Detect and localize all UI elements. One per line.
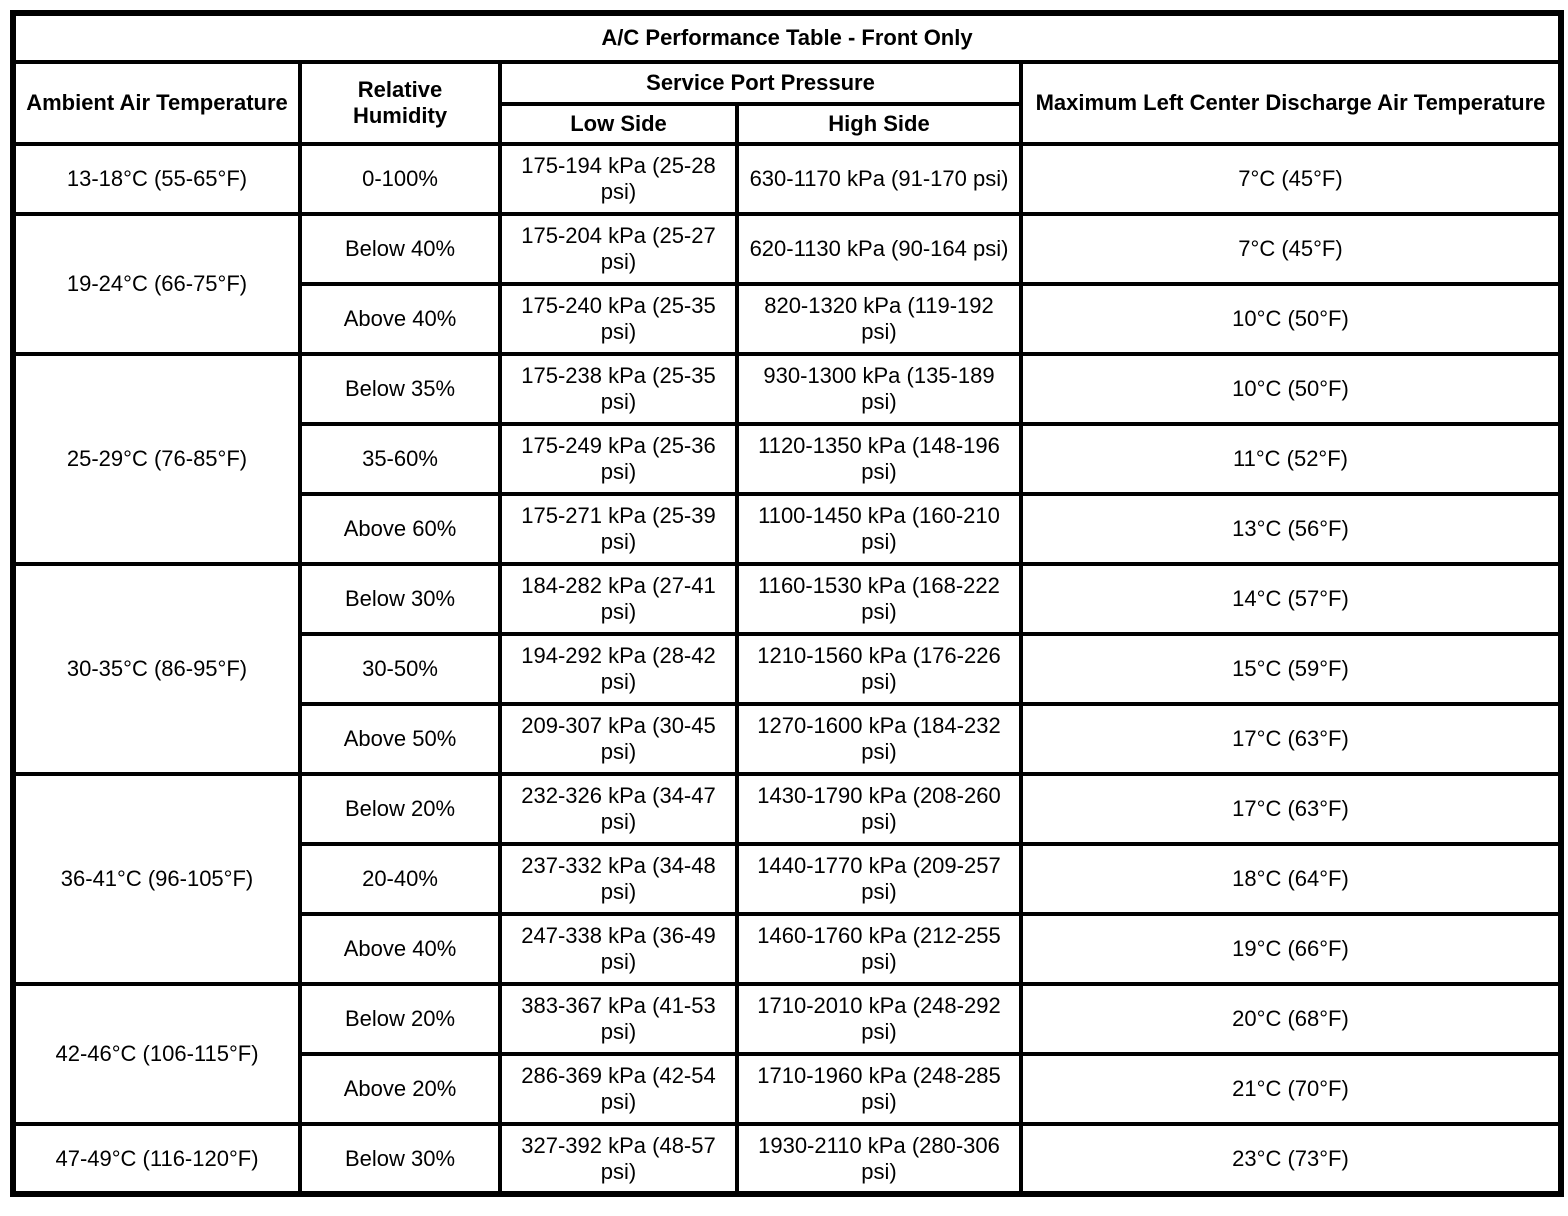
cell-discharge-temperature: 7°C (45°F) [1019, 142, 1563, 216]
cell-low-side-pressure: 383-367 kPa (41-53 psi) [498, 982, 739, 1056]
table-row: 30-50% 194-292 kPa (28-42 psi) 1210-1560… [13, 632, 1563, 706]
cell-relative-humidity: 20-40% [298, 842, 502, 916]
cell-low-side-pressure: 209-307 kPa (30-45 psi) [498, 702, 739, 776]
cell-high-side-pressure: 1430-1790 kPa (208-260 psi) [735, 772, 1023, 846]
header-low-side: Low Side [498, 102, 739, 146]
cell-discharge-temperature: 13°C (56°F) [1019, 492, 1563, 566]
header-max-discharge-temperature: Maximum Left Center Discharge Air Temper… [1019, 60, 1563, 146]
cell-relative-humidity: Below 20% [298, 772, 502, 846]
cell-high-side-pressure: 1460-1760 kPa (212-255 psi) [735, 912, 1023, 986]
table-row: 25-29°C (76-85°F) Below 35% 175-238 kPa … [11, 352, 1563, 566]
cell-low-side-pressure: 232-326 kPa (34-47 psi) [498, 772, 739, 846]
cell-low-side-pressure: 327-392 kPa (48-57 psi) [498, 1122, 739, 1196]
cell-ambient-temperature: 25-29°C (76-85°F) [11, 352, 302, 566]
cell-discharge-temperature: 14°C (57°F) [1019, 562, 1563, 636]
cell-discharge-temperature: 15°C (59°F) [1019, 632, 1563, 706]
cell-ambient-temperature: 13-18°C (55-65°F) [11, 142, 302, 216]
header-high-side: High Side [735, 102, 1023, 146]
cell-high-side-pressure: 620-1130 kPa (90-164 psi) [735, 212, 1023, 286]
cell-low-side-pressure: 175-249 kPa (25-36 psi) [498, 422, 739, 496]
cell-relative-humidity: Above 40% [298, 912, 502, 986]
table-row: Above 60% 175-271 kPa (25-39 psi) 1100-1… [13, 492, 1563, 566]
table-row: 20-40% 237-332 kPa (34-48 psi) 1440-1770… [13, 842, 1563, 916]
header-service-port-pressure: Service Port Pressure [498, 60, 1023, 106]
cell-ambient-temperature: 47-49°C (116-120°F) [11, 1122, 302, 1196]
cell-ambient-temperature: 19-24°C (66-75°F) [11, 212, 302, 356]
table-title-row: A/C Performance Table - Front Only [11, 11, 1563, 64]
table-row: 13-18°C (55-65°F) 0-100% 175-194 kPa (25… [11, 142, 1563, 216]
header-relative-humidity: Relative Humidity [298, 60, 502, 146]
cell-discharge-temperature: 21°C (70°F) [1019, 1052, 1563, 1126]
cell-relative-humidity: Above 20% [298, 1052, 502, 1126]
table-title: A/C Performance Table - Front Only [11, 11, 1563, 64]
cell-high-side-pressure: 1120-1350 kPa (148-196 psi) [735, 422, 1023, 496]
ac-performance-table: A/C Performance Table - Front Only Ambie… [10, 10, 1564, 1197]
cell-high-side-pressure: 1270-1600 kPa (184-232 psi) [735, 702, 1023, 776]
cell-low-side-pressure: 194-292 kPa (28-42 psi) [498, 632, 739, 706]
cell-high-side-pressure: 1930-2110 kPa (280-306 psi) [735, 1122, 1023, 1196]
cell-discharge-temperature: 18°C (64°F) [1019, 842, 1563, 916]
table-row: 30-35°C (86-95°F) Below 30% 184-282 kPa … [11, 562, 1563, 776]
cell-high-side-pressure: 1440-1770 kPa (209-257 psi) [735, 842, 1023, 916]
cell-relative-humidity: Below 40% [298, 212, 502, 286]
cell-discharge-temperature: 17°C (63°F) [1019, 702, 1563, 776]
cell-relative-humidity: Below 35% [298, 352, 502, 426]
cell-discharge-temperature: 20°C (68°F) [1019, 982, 1563, 1056]
cell-high-side-pressure: 1210-1560 kPa (176-226 psi) [735, 632, 1023, 706]
table-row: Above 20% 286-369 kPa (42-54 psi) 1710-1… [13, 1052, 1563, 1126]
cell-low-side-pressure: 184-282 kPa (27-41 psi) [498, 562, 739, 636]
cell-low-side-pressure: 175-238 kPa (25-35 psi) [498, 352, 739, 426]
cell-discharge-temperature: 7°C (45°F) [1019, 212, 1563, 286]
cell-high-side-pressure: 1710-1960 kPa (248-285 psi) [735, 1052, 1023, 1126]
cell-high-side-pressure: 1710-2010 kPa (248-292 psi) [735, 982, 1023, 1056]
table-row: 35-60% 175-249 kPa (25-36 psi) 1120-1350… [13, 422, 1563, 496]
cell-ambient-temperature: 36-41°C (96-105°F) [11, 772, 302, 986]
table-row: 19-24°C (66-75°F) Below 40% 175-204 kPa … [11, 212, 1563, 356]
cell-discharge-temperature: 19°C (66°F) [1019, 912, 1563, 986]
cell-high-side-pressure: 1160-1530 kPa (168-222 psi) [735, 562, 1023, 636]
cell-low-side-pressure: 247-338 kPa (36-49 psi) [498, 912, 739, 986]
cell-discharge-temperature: 23°C (73°F) [1019, 1122, 1563, 1196]
cell-low-side-pressure: 175-204 kPa (25-27 psi) [498, 212, 739, 286]
cell-relative-humidity: 0-100% [298, 142, 502, 216]
cell-discharge-temperature: 10°C (50°F) [1019, 352, 1563, 426]
cell-high-side-pressure: 1100-1450 kPa (160-210 psi) [735, 492, 1023, 566]
cell-relative-humidity: Above 60% [298, 492, 502, 566]
cell-relative-humidity: Above 40% [298, 282, 502, 356]
header-row-2: Low Side High Side [13, 102, 1561, 146]
cell-low-side-pressure: 175-194 kPa (25-28 psi) [498, 142, 739, 216]
table-row: 36-41°C (96-105°F) Below 20% 232-326 kPa… [11, 772, 1563, 986]
cell-relative-humidity: Above 50% [298, 702, 502, 776]
cell-discharge-temperature: 17°C (63°F) [1019, 772, 1563, 846]
cell-low-side-pressure: 237-332 kPa (34-48 psi) [498, 842, 739, 916]
cell-relative-humidity: 30-50% [298, 632, 502, 706]
table-row: 42-46°C (106-115°F) Below 20% 383-367 kP… [11, 982, 1563, 1126]
cell-discharge-temperature: 11°C (52°F) [1019, 422, 1563, 496]
cell-high-side-pressure: 820-1320 kPa (119-192 psi) [735, 282, 1023, 356]
cell-relative-humidity: Below 30% [298, 1122, 502, 1196]
cell-relative-humidity: 35-60% [298, 422, 502, 496]
cell-high-side-pressure: 630-1170 kPa (91-170 psi) [735, 142, 1023, 216]
cell-low-side-pressure: 175-240 kPa (25-35 psi) [498, 282, 739, 356]
cell-ambient-temperature: 30-35°C (86-95°F) [11, 562, 302, 776]
cell-relative-humidity: Below 30% [298, 562, 502, 636]
table-row: Above 40% 175-240 kPa (25-35 psi) 820-13… [13, 282, 1563, 356]
cell-relative-humidity: Below 20% [298, 982, 502, 1056]
table-row: Above 50% 209-307 kPa (30-45 psi) 1270-1… [13, 702, 1563, 776]
header-ambient-air-temperature: Ambient Air Temperature [11, 60, 302, 146]
cell-low-side-pressure: 175-271 kPa (25-39 psi) [498, 492, 739, 566]
cell-high-side-pressure: 930-1300 kPa (135-189 psi) [735, 352, 1023, 426]
table-row: Above 40% 247-338 kPa (36-49 psi) 1460-1… [13, 912, 1563, 986]
cell-ambient-temperature: 42-46°C (106-115°F) [11, 982, 302, 1126]
cell-low-side-pressure: 286-369 kPa (42-54 psi) [498, 1052, 739, 1126]
header-row-1: Ambient Air Temperature Relative Humidit… [11, 60, 1563, 146]
cell-discharge-temperature: 10°C (50°F) [1019, 282, 1563, 356]
table-row: 47-49°C (116-120°F) Below 30% 327-392 kP… [11, 1122, 1563, 1196]
